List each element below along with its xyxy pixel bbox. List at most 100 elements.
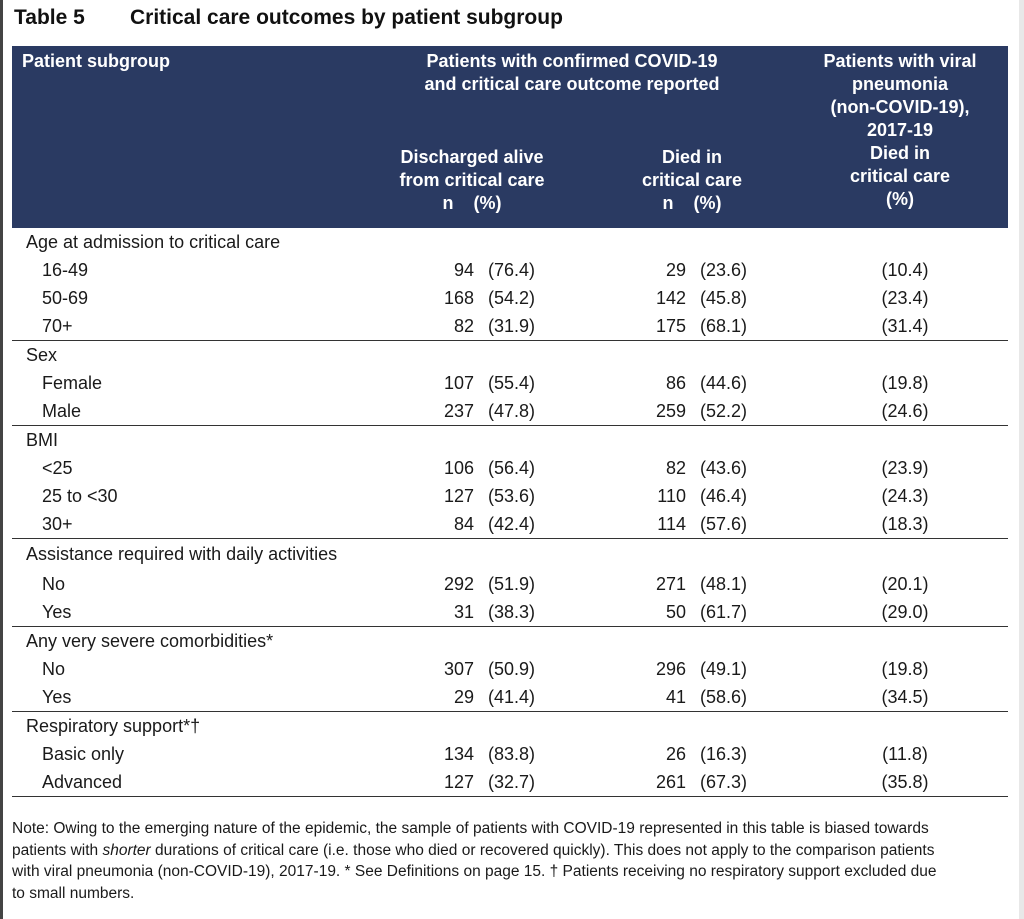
discharged-pct: (51.9): [488, 573, 536, 594]
note-text-end: durations of critical care (i.e. those w…: [12, 841, 937, 902]
viral-died-pct: (10.4): [881, 259, 929, 280]
section-label: Any very severe comorbidities*: [12, 626, 1008, 655]
row-label: 70+: [42, 315, 73, 336]
table-row: No 292 (51.9) 271 (48.1) (20.1): [12, 570, 1008, 598]
discharged-pct: (32.7): [482, 768, 592, 797]
section-label: Age at admission to critical care: [26, 231, 281, 252]
right-border: [1019, 0, 1024, 919]
header-died-in-critical-care: Died in critical care n (%): [592, 146, 792, 215]
discharged-n-pct: n (%): [442, 193, 502, 213]
viral-died-pct: (11.8): [882, 743, 928, 764]
table-title: Table 5 Critical care outcomes by patient…: [14, 6, 563, 30]
viral-line-3: (non-COVID-19),: [830, 97, 970, 117]
died-n: 50: [665, 601, 686, 622]
discharged-pct: (42.4): [488, 513, 536, 534]
left-border: [0, 0, 3, 919]
died-n: 142: [655, 287, 686, 308]
section-label: Sex: [12, 340, 1008, 369]
discharged-pct: (47.8): [488, 400, 536, 421]
died-pct: (67.3): [694, 768, 792, 797]
section-header-row: BMI: [12, 425, 1008, 454]
discharged-pct: (55.4): [488, 372, 536, 393]
table-row: 50-69 168 (54.2) 142 (45.8) (23.4): [12, 284, 1008, 312]
row-label: 16-49: [42, 259, 89, 280]
discharged-n: 82: [453, 315, 474, 336]
died-n: 271: [655, 573, 686, 594]
table-caption: Critical care outcomes by patient subgro…: [130, 6, 563, 29]
covid-group-line-1: Patients with confirmed COVID-19: [426, 51, 718, 71]
discharged-n: 307: [443, 658, 474, 679]
table-row: No 307 (50.9) 296 (49.1) (19.8): [12, 655, 1008, 683]
row-label: No: [42, 658, 66, 679]
died-pct: (57.6): [700, 513, 748, 534]
header-viral-pneumonia: Patients with viral pneumonia (non-COVID…: [792, 46, 1008, 228]
viral-died-pct: (23.9): [881, 457, 929, 478]
discharged-n: 237: [443, 400, 474, 421]
header-discharged-alive: Discharged alive from critical care n (%…: [352, 146, 592, 215]
viral-line-2: pneumonia: [851, 74, 948, 94]
discharged-pct: (76.4): [488, 259, 536, 280]
table-row: Female 107 (55.4) 86 (44.6) (19.8): [12, 369, 1008, 397]
viral-died-pct: (19.8): [881, 658, 929, 679]
row-label: Male: [42, 400, 82, 421]
section-spacer: [352, 538, 1008, 570]
table-row: 25 to <30 127 (53.6) 110 (46.4) (24.3): [12, 482, 1008, 510]
table-row: 70+ 82 (31.9) 175 (68.1) (31.4): [12, 312, 1008, 341]
row-label: Yes: [42, 686, 72, 707]
died-pct: (43.6): [700, 457, 748, 478]
died-n: 261: [592, 768, 694, 797]
table-number: Table 5: [14, 6, 85, 29]
died-n: 41: [665, 686, 686, 707]
died-pct: (23.6): [700, 259, 748, 280]
discharged-n: 106: [443, 457, 474, 478]
covid-group-title: Patients with confirmed COVID-19 and cri…: [352, 50, 792, 96]
row-label: <25: [42, 457, 73, 478]
died-n: 82: [665, 457, 686, 478]
discharged-pct: (83.8): [488, 743, 536, 764]
viral-line-1: Patients with viral: [823, 51, 977, 71]
row-label: No: [42, 573, 66, 594]
died-n: 259: [655, 400, 686, 421]
died-n: 175: [655, 315, 686, 336]
viral-line-4: 2017-19: [866, 120, 934, 140]
discharged-n: 127: [443, 485, 474, 506]
table-row: Yes 31 (38.3) 50 (61.7) (29.0): [12, 598, 1008, 627]
discharged-n: 292: [443, 573, 474, 594]
table-row: <25 106 (56.4) 82 (43.6) (23.9): [12, 454, 1008, 482]
discharged-line-2: from critical care: [399, 170, 545, 190]
header-subgroup-label: Patient subgroup: [22, 51, 170, 71]
section-header-row: Any very severe comorbidities*: [12, 626, 1008, 655]
note-emphasis: shorter: [102, 841, 151, 859]
discharged-n: 84: [453, 513, 474, 534]
died-n: 114: [657, 513, 686, 534]
died-pct: (58.6): [700, 686, 748, 707]
discharged-pct: (54.2): [488, 287, 536, 308]
viral-died-pct: (34.5): [881, 686, 929, 707]
header-patient-subgroup: Patient subgroup: [12, 46, 352, 228]
died-n: 29: [665, 259, 686, 280]
discharged-line-1: Discharged alive: [400, 147, 544, 167]
viral-line-6: critical care: [849, 166, 951, 186]
table-row: 30+ 84 (42.4) 114 (57.6) (18.3): [12, 510, 1008, 539]
died-n: 296: [655, 658, 686, 679]
viral-died-pct: (18.3): [881, 513, 929, 534]
row-label: 50-69: [42, 287, 89, 308]
died-pct: (52.2): [700, 400, 748, 421]
discharged-n: 31: [453, 601, 474, 622]
viral-died-pct: (35.8): [792, 768, 1008, 797]
died-pct: (16.3): [700, 743, 748, 764]
header-covid-group: Patients with confirmed COVID-19 and cri…: [352, 46, 792, 228]
section-label: Respiratory support*†: [12, 711, 1008, 740]
row-label: 30+: [42, 513, 73, 534]
died-pct: (48.1): [700, 573, 748, 594]
discharged-pct: (50.9): [488, 658, 536, 679]
outcomes-table: Patient subgroup Patients with confirmed…: [12, 46, 1008, 797]
viral-line-5: Died in: [869, 143, 930, 163]
died-n: 110: [657, 485, 686, 506]
discharged-n: 134: [443, 743, 474, 764]
discharged-pct: (41.4): [488, 686, 536, 707]
section-header-row: Assistance required with daily activitie…: [12, 538, 1008, 570]
table-note: Note: Owing to the emerging nature of th…: [12, 818, 952, 904]
discharged-n: 127: [352, 768, 482, 797]
viral-line-7: (%): [886, 189, 914, 209]
